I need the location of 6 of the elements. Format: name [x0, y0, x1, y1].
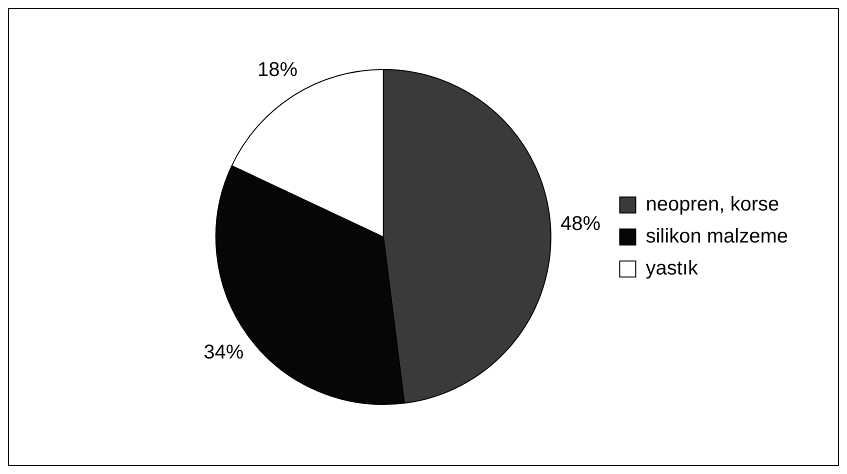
data-label: 48% — [560, 213, 601, 236]
legend-label: yastık — [646, 258, 699, 280]
legend-label: neopren, korse — [646, 194, 780, 216]
data-label: 34% — [204, 342, 244, 364]
legend-label: silikon malzeme — [646, 226, 788, 248]
data-label: 18% — [258, 58, 298, 81]
